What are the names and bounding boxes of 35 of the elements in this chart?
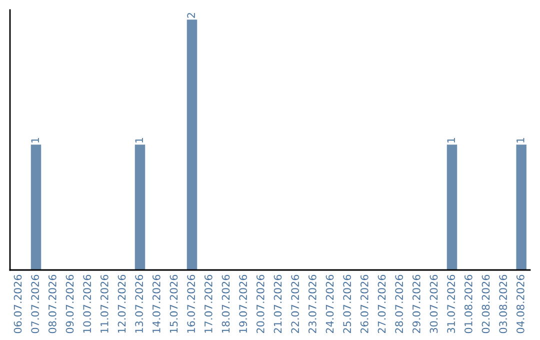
- x-tick-label: 11.07.2026: [100, 274, 108, 333]
- x-tick-label: 07.07.2026: [31, 274, 40, 334]
- x-tick-label: 27.07.2026: [378, 274, 386, 334]
- x-tick-label: 15.07.2026: [170, 274, 178, 333]
- x-tick-label: 06.07.2026: [14, 274, 22, 334]
- x-tick-label: 23.07.2026: [308, 274, 316, 334]
- x-tick-label: 29.07.2026: [412, 274, 420, 334]
- x-tick-label: 01.08.2026: [464, 274, 472, 334]
- x-tick-label: 09.07.2026: [66, 274, 74, 334]
- x-tick-label: 22.07.2026: [291, 274, 300, 334]
- x-tick-label: 26.07.2026: [360, 274, 368, 334]
- x-tick-label: 18.07.2026: [222, 274, 230, 333]
- x-tick-label: 25.07.2026: [343, 274, 352, 334]
- x-tick-label: 24.07.2026: [326, 274, 334, 334]
- x-tick-label: 02.08.2026: [482, 274, 490, 334]
- x-tick-label: 08.07.2026: [48, 274, 56, 334]
- data-label: 1: [31, 138, 39, 142]
- data-label: 1: [135, 138, 143, 142]
- x-tick-label: 16.07.2026: [187, 274, 196, 333]
- x-tick-label: 10.07.2026: [83, 274, 92, 333]
- data-label: 1: [516, 138, 524, 142]
- x-tick-label: 31.07.2026: [447, 274, 456, 334]
- data-label: 1: [447, 138, 455, 142]
- x-tick-label: 12.07.2026: [118, 274, 126, 333]
- x-tick-label: 30.07.2026: [430, 274, 438, 334]
- x-tick-label: 28.07.2026: [395, 274, 404, 334]
- x-tick-label: 04.08.2026: [516, 274, 524, 334]
- x-tick-label: 13.07.2026: [135, 274, 144, 333]
- x-tick-label: 14.07.2026: [152, 274, 160, 333]
- x-tick-label: 03.08.2026: [499, 274, 508, 334]
- data-label: 2: [187, 13, 195, 18]
- x-tick-label: 21.07.2026: [274, 274, 282, 334]
- x-tick-label: 19.07.2026: [239, 274, 248, 333]
- x-tick-label: 20.07.2026: [256, 274, 264, 334]
- x-tick-label: 17.07.2026: [204, 274, 212, 333]
